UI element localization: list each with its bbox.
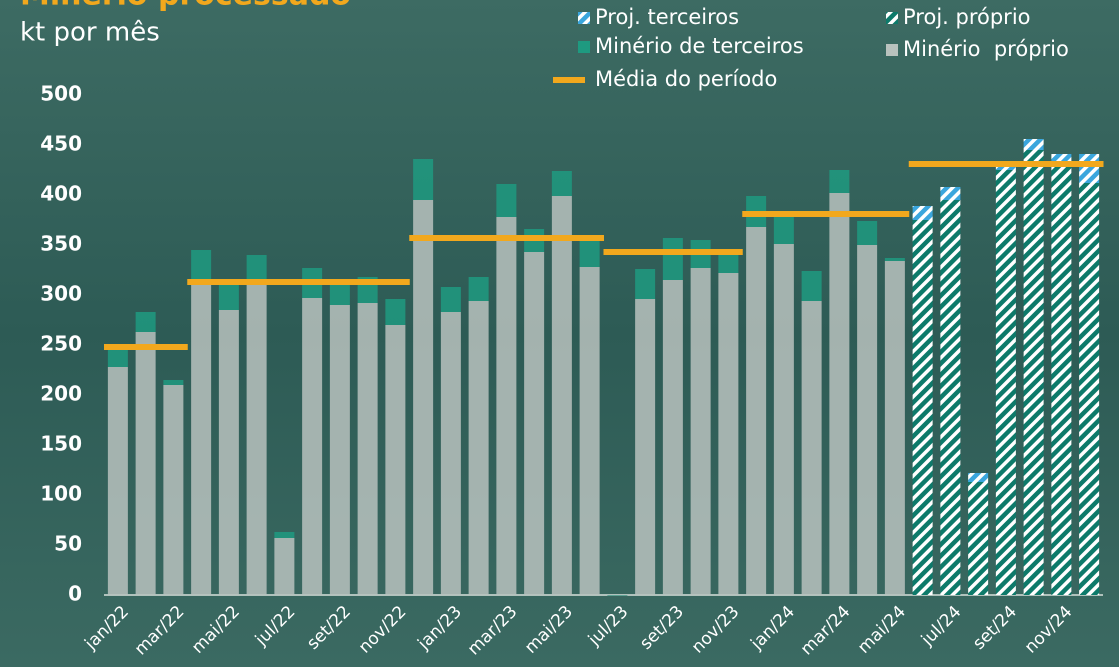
bar-segment [913, 206, 933, 220]
y-tick-label: 0 [68, 582, 82, 606]
bar-segment [219, 285, 239, 310]
legend-label: Proj. próprio [903, 5, 1031, 29]
bar-segment [718, 273, 738, 595]
bar-segment [1051, 162, 1071, 595]
bar-segment [580, 240, 600, 267]
bar-segment [1079, 183, 1099, 595]
bar-segment [885, 261, 905, 595]
bar-segment [219, 310, 239, 595]
y-tick-label: 350 [40, 232, 82, 256]
bar-segment [108, 350, 128, 367]
y-tick-label: 50 [54, 532, 82, 556]
bar-segment [136, 332, 156, 595]
legend-swatch [578, 12, 590, 24]
legend-swatch [886, 44, 898, 56]
legend-swatch [578, 41, 590, 53]
legend-label: Proj. terceiros [595, 5, 739, 29]
legend-label: Minério de terceiros [595, 34, 804, 58]
bar-segment [469, 301, 489, 595]
bar-segment [274, 538, 294, 595]
bar-segment [441, 312, 461, 595]
bar-segment [580, 267, 600, 595]
bar-segment [774, 244, 794, 595]
bar-segment [940, 187, 960, 200]
bar-segment [802, 271, 822, 301]
y-tick-label: 400 [40, 182, 82, 206]
y-tick-label: 100 [40, 482, 82, 506]
bar-segment [968, 473, 988, 482]
bar-segment [330, 305, 350, 595]
bar-segment [274, 532, 294, 538]
y-tick-label: 300 [40, 282, 82, 306]
bar-segment [358, 303, 378, 595]
bar-segment [469, 277, 489, 301]
bar-segment [496, 184, 516, 217]
legend-label: Minério próprio [903, 37, 1069, 61]
bar-segment [441, 287, 461, 312]
bar-segment [829, 170, 849, 193]
y-tick-label: 450 [40, 132, 82, 156]
bar-segment [163, 380, 183, 385]
legend-label: Média do período [595, 67, 777, 91]
page: Minério processado kt por mês 0 50 100 150 2… [0, 0, 1119, 667]
bar-segment [663, 280, 683, 595]
bar-segment [857, 221, 877, 245]
chart-subtitle: kt por mês [20, 18, 160, 48]
bar-segment [191, 285, 211, 595]
y-tick-label: 150 [40, 432, 82, 456]
bar-segment [552, 196, 572, 595]
legend-swatch [886, 12, 898, 24]
bar-segment [718, 255, 738, 273]
y-tick-label: 500 [40, 82, 82, 106]
bar-segment [1024, 139, 1044, 150]
bar-segment [496, 217, 516, 595]
bar-segment [802, 301, 822, 595]
bar-segment [247, 285, 267, 595]
bar-segment [940, 200, 960, 595]
bar-segment [829, 193, 849, 595]
y-tick-label: 200 [40, 382, 82, 406]
bar-segment [108, 367, 128, 595]
bar-segment [330, 285, 350, 305]
bar-segment [136, 312, 156, 332]
bar-segment [413, 200, 433, 595]
bar-segment [968, 482, 988, 595]
chart: Minério processado kt por mês 0 50 100 150 2… [0, 0, 1119, 667]
bar-segment [1024, 150, 1044, 595]
bar-segment [385, 299, 405, 325]
bar-segment [885, 258, 905, 261]
chart-title: Minério processado [20, 0, 351, 13]
bar-segment [913, 220, 933, 595]
bar-segment [635, 299, 655, 595]
bar-segment [302, 298, 322, 595]
bar-segment [635, 269, 655, 299]
bar-segment [691, 268, 711, 595]
bar-segment [746, 227, 766, 595]
bar-segment [163, 385, 183, 595]
bar-segment [524, 252, 544, 595]
bar-segment [413, 159, 433, 200]
bar-segment [1051, 154, 1071, 162]
bar-segment [663, 238, 683, 280]
y-tick-label: 250 [40, 332, 82, 356]
bar-segment [774, 215, 794, 244]
bar-segment [385, 325, 405, 595]
bar-segment [607, 595, 627, 596]
bar-segment [996, 170, 1016, 595]
bar-segment [857, 245, 877, 595]
bar-segment [1079, 154, 1099, 183]
bar-segment [552, 171, 572, 196]
